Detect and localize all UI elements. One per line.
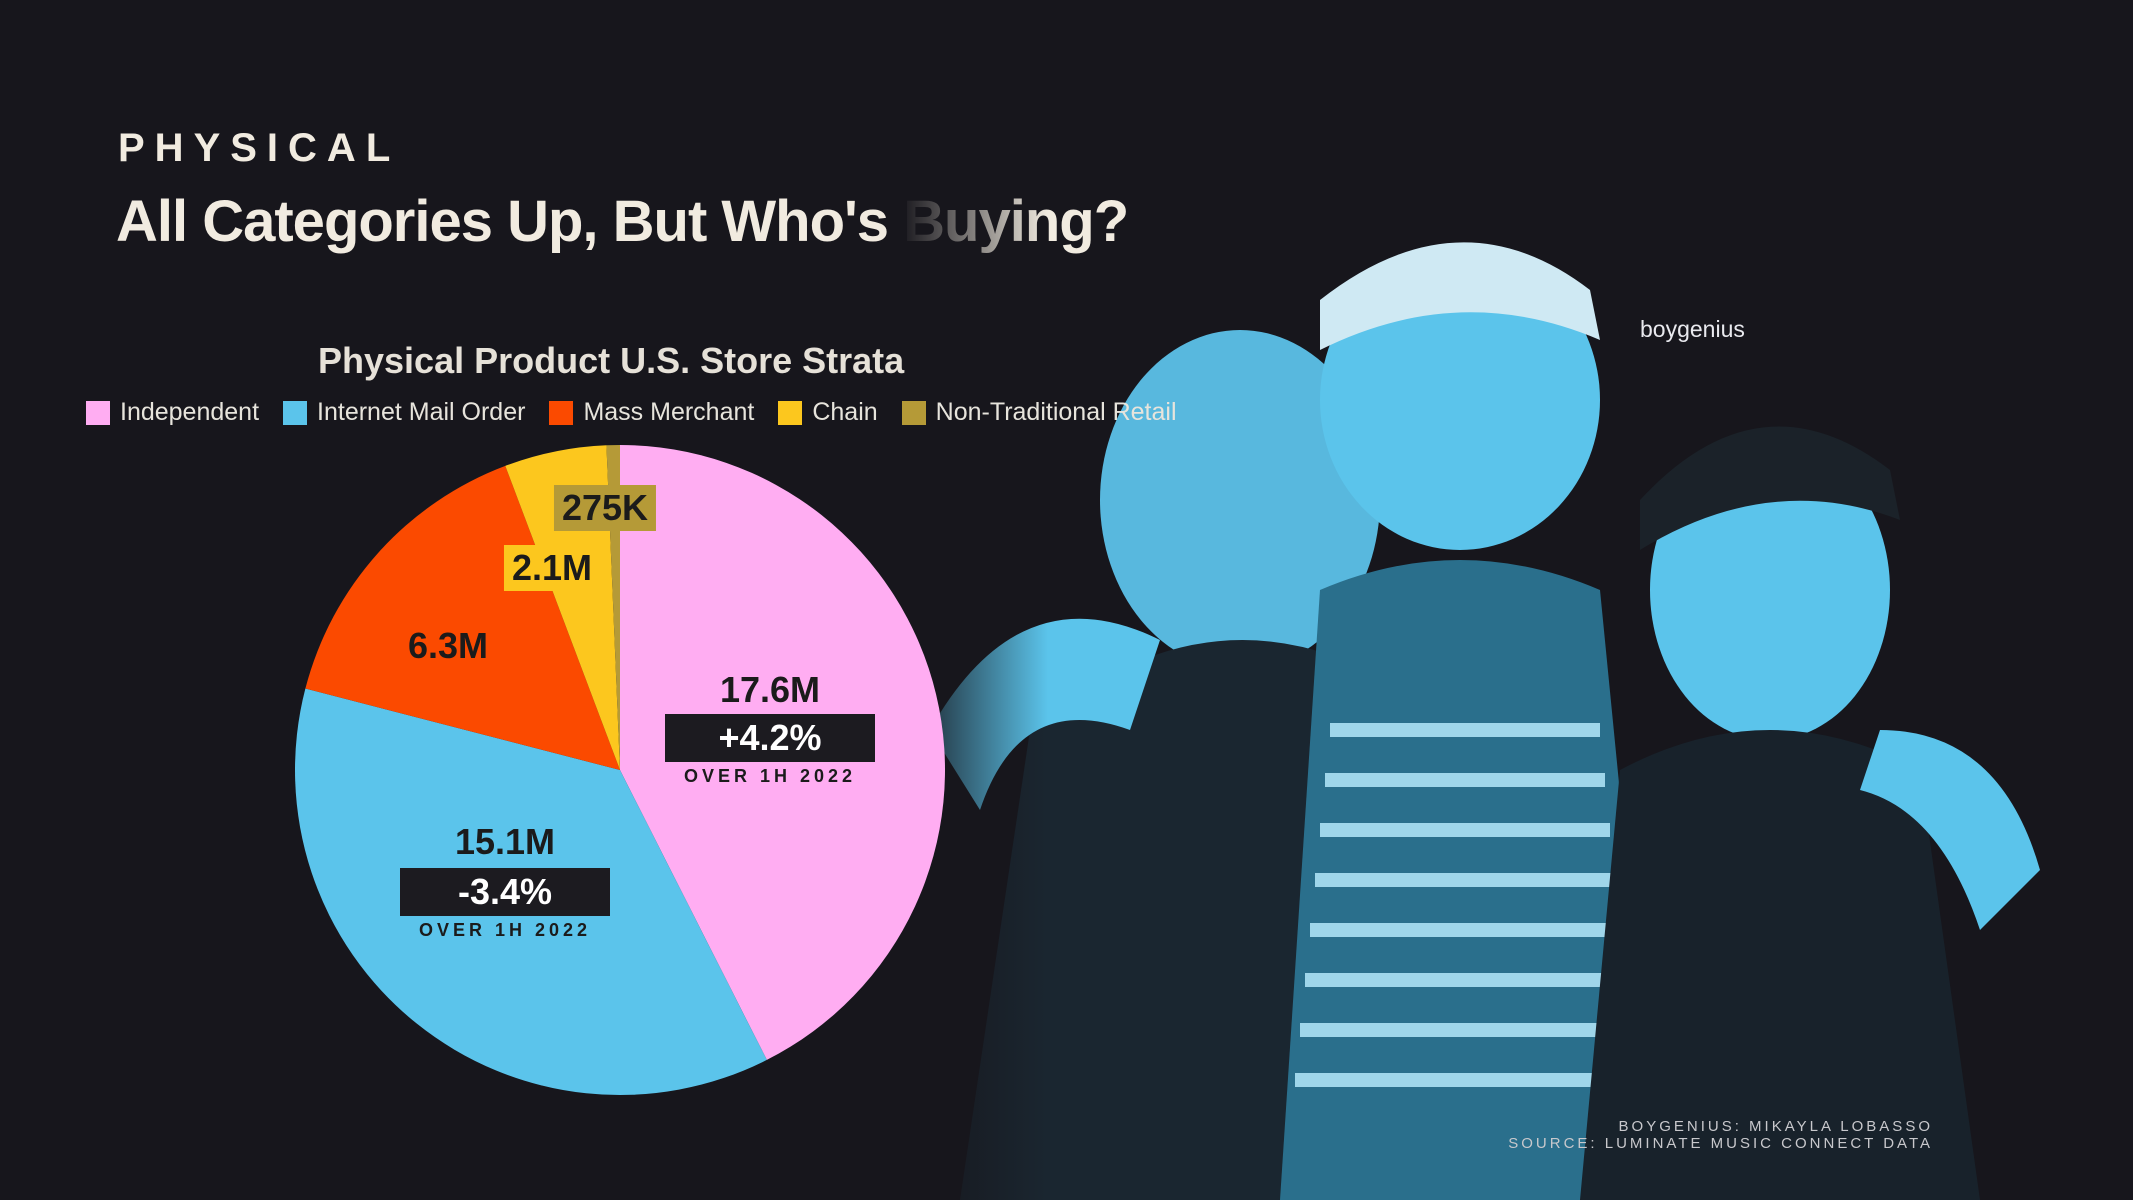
legend-label-chain: Chain: [812, 398, 878, 426]
photo-credit-source: BOYGENIUS: MIKAYLA LOBASSO SOURCE: LUMIN…: [1508, 1118, 1933, 1152]
legend-label-internet-mail-order: Internet Mail Order: [317, 398, 526, 426]
section-kicker: PHYSICAL: [118, 126, 401, 170]
legend-swatch-internet-mail-order: [283, 400, 308, 425]
chart-title: Physical Product U.S. Store Strata: [318, 340, 905, 381]
legend-swatch-independent: [86, 400, 110, 425]
change-box-independent: +4.2%: [665, 714, 875, 762]
change-box-internet-mail-order: -3.4%: [400, 868, 610, 916]
chart-legend: Independent Internet Mail Order Mass Mer…: [86, 398, 1177, 427]
change-period-independent: OVER 1H 2022: [683, 766, 857, 786]
legend-label-independent: Independent: [120, 398, 260, 426]
photo-credit: BOYGENIUS: MIKAYLA LOBASSO: [1618, 1118, 1933, 1135]
legend-item-mass-merchant: Mass Merchant: [549, 398, 754, 427]
pie-slice-mass-merchant: [305, 465, 620, 770]
slice-label-independent: 17.6M: [719, 669, 821, 710]
slice-label-mass-merchant: 6.3M: [407, 625, 489, 666]
legend-item-independent: Independent: [86, 398, 259, 427]
legend-item-chain: Chain: [778, 398, 878, 427]
band-photo: [900, 170, 2133, 1200]
legend-swatch-mass-merchant: [549, 400, 574, 425]
slice-label-chain: 2.1M: [503, 545, 601, 591]
slice-label-non-traditional-retail: 275K: [553, 485, 657, 531]
change-period-internet-mail-order: OVER 1H 2022: [418, 920, 592, 940]
legend-swatch-non-traditional-retail: [901, 400, 926, 425]
legend-item-internet-mail-order: Internet Mail Order: [283, 398, 525, 427]
data-source: SOURCE: LUMINATE MUSIC CONNECT DATA: [1508, 1135, 1933, 1152]
legend-item-non-traditional-retail: Non-Traditional Retail: [901, 398, 1177, 427]
photo-caption: boygenius: [1640, 316, 1745, 342]
legend-label-mass-merchant: Mass Merchant: [583, 398, 755, 426]
slice-label-internet-mail-order: 15.1M: [454, 821, 556, 862]
legend-swatch-chain: [778, 400, 803, 425]
legend-label-non-traditional-retail: Non-Traditional Retail: [935, 398, 1177, 426]
